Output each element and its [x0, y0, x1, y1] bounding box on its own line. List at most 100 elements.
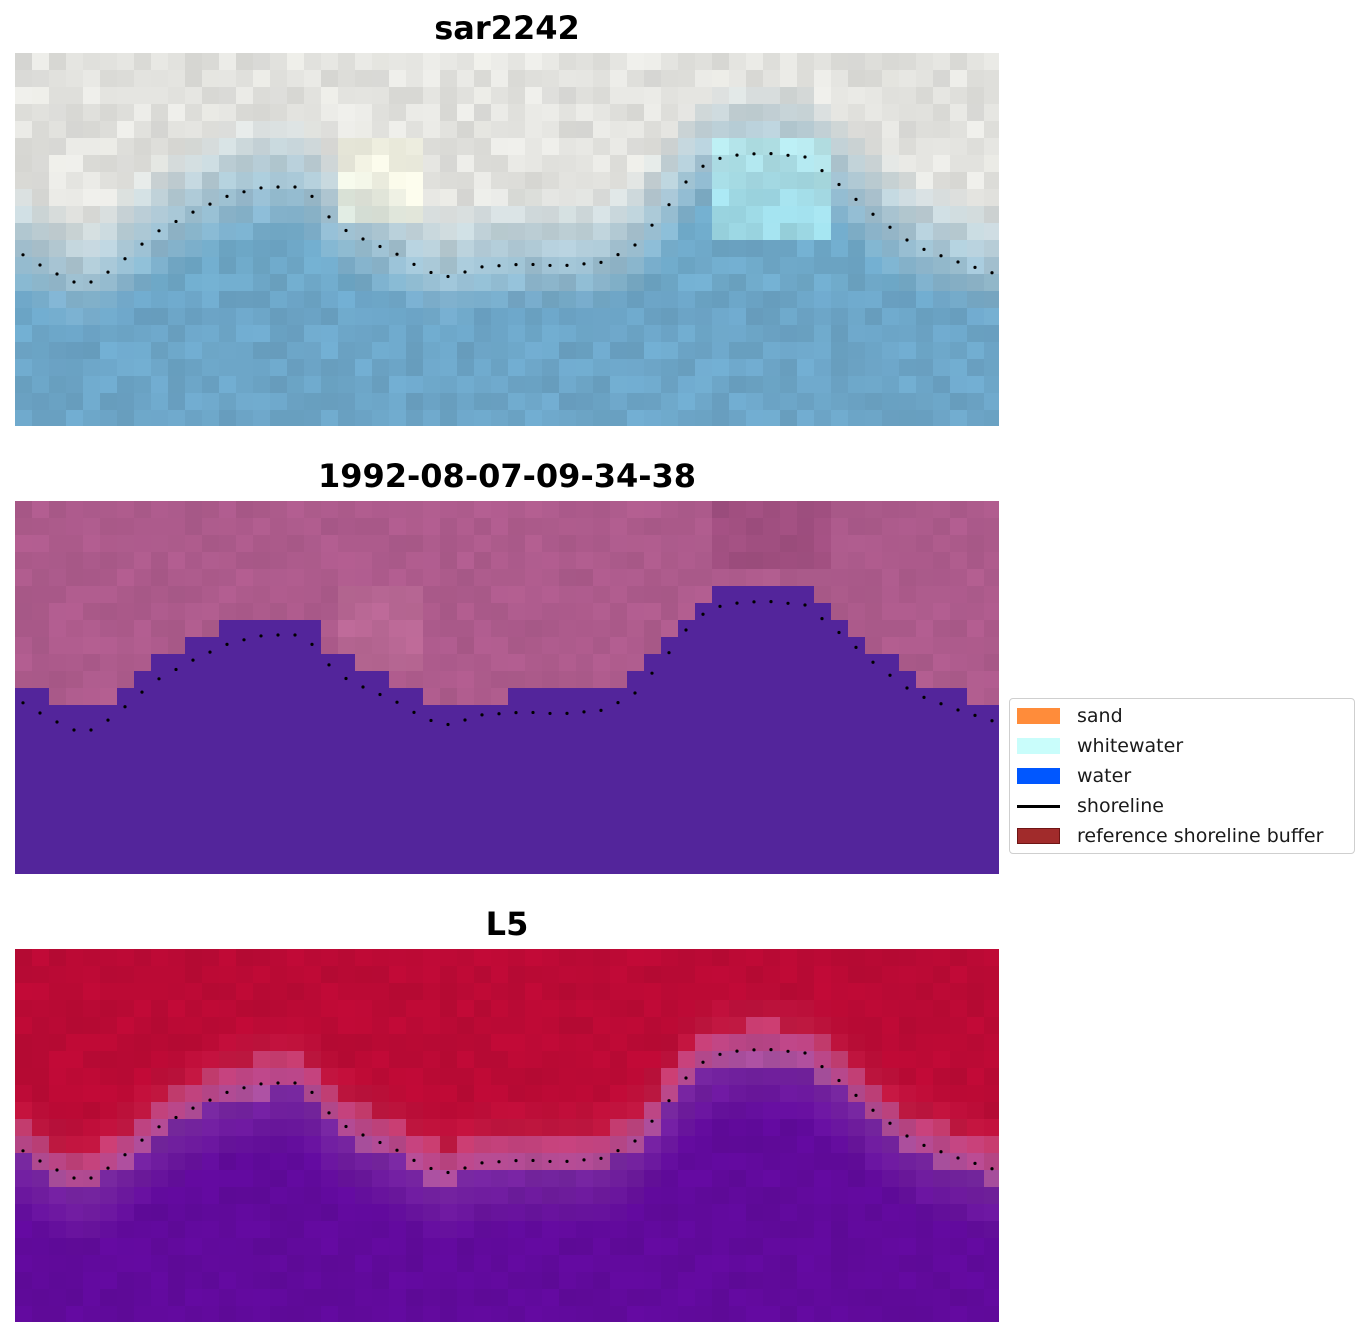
pixel-cell: [559, 518, 577, 536]
pixel-cell: [644, 257, 662, 275]
pixel-cell: [202, 342, 220, 360]
pixel-cell: [712, 155, 730, 173]
pixel-cell: [423, 274, 441, 292]
pixel-cell: [882, 70, 900, 88]
pixel-cell: [525, 569, 543, 587]
pixel-cell: [814, 535, 832, 553]
pixel-cell: [695, 603, 713, 621]
pixel-cell: [304, 70, 322, 88]
pixel-cell: [695, 223, 713, 241]
pixel-cell: [576, 807, 594, 825]
pixel-cell: [797, 518, 815, 536]
pixel-cell: [474, 1136, 492, 1154]
pixel-cell: [916, 104, 934, 122]
pixel-cell: [916, 569, 934, 587]
pixel-cell: [202, 807, 220, 825]
pixel-cell: [831, 325, 849, 343]
pixel-cell: [593, 53, 611, 71]
pixel-cell: [576, 104, 594, 122]
pixel-cell: [423, 773, 441, 791]
pixel-cell: [253, 1068, 271, 1086]
pixel-cell: [882, 824, 900, 842]
pixel-cell: [780, 172, 798, 190]
pixel-cell: [457, 325, 475, 343]
pixel-cell: [661, 87, 679, 105]
pixel-cell: [151, 240, 169, 258]
shoreline-dot: [259, 634, 263, 638]
pixel-cell: [440, 1221, 458, 1239]
pixel-cell: [117, 1255, 135, 1273]
pixel-cell: [202, 603, 220, 621]
pixel-cell: [627, 688, 645, 706]
pixel-cell: [474, 722, 492, 740]
pixel-cell: [474, 1187, 492, 1205]
pixel-cell: [389, 501, 407, 519]
shoreline-dot: [361, 237, 365, 241]
pixel-cell: [457, 535, 475, 553]
pixel-cell: [899, 773, 917, 791]
pixel-cell: [457, 1102, 475, 1120]
pixel-cell: [168, 518, 186, 536]
pixel-cell: [66, 966, 84, 984]
pixel-cell: [355, 1153, 373, 1171]
pixel-cell: [712, 87, 730, 105]
pixel-cell: [355, 172, 373, 190]
pixel-cell: [49, 1255, 67, 1273]
pixel-cell: [457, 1272, 475, 1290]
pixel-cell: [423, 1289, 441, 1307]
pixel-cell: [814, 739, 832, 757]
pixel-cell: [559, 274, 577, 292]
pixel-cell: [168, 671, 186, 689]
pixel-cell: [202, 70, 220, 88]
pixel-cell: [984, 206, 999, 224]
pixel-cell: [236, 671, 254, 689]
pixel-cell: [508, 688, 526, 706]
pixel-cell: [899, 552, 917, 570]
pixel-cell: [644, 291, 662, 309]
pixel-cell: [661, 223, 679, 241]
pixel-cell: [950, 620, 968, 638]
shoreline-dot: [378, 692, 382, 697]
pixel-cell: [542, 688, 560, 706]
pixel-cell: [15, 1170, 33, 1188]
pixel-cell: [865, 705, 883, 723]
pixel-cell: [355, 1051, 373, 1069]
pixel-cell: [372, 155, 390, 173]
pixel-cell: [83, 637, 101, 655]
pixel-cell: [100, 1255, 118, 1273]
pixel-cell: [270, 1000, 288, 1018]
pixel-cell: [491, 410, 509, 426]
pixel-cell: [967, 501, 985, 519]
pixel-cell: [236, 291, 254, 309]
pixel-cell: [729, 705, 747, 723]
pixel-cell: [542, 1170, 560, 1188]
pixel-cell: [865, 1238, 883, 1256]
pixel-cell: [644, 1068, 662, 1086]
pixel-cell: [508, 1272, 526, 1290]
pixel-cell: [780, 688, 798, 706]
pixel-cell: [916, 1187, 934, 1205]
pixel-cell: [746, 1187, 764, 1205]
shoreline-dot: [973, 265, 977, 269]
pixel-cell: [15, 172, 33, 190]
pixel-cell: [287, 274, 305, 292]
pixel-cell: [406, 654, 424, 672]
pixel-cell: [236, 586, 254, 604]
shoreline-dot: [616, 701, 620, 705]
pixel-cell: [848, 586, 866, 604]
pixel-cell: [593, 359, 611, 377]
pixel-cell: [678, 206, 696, 224]
pixel-cell: [457, 172, 475, 190]
pixel-cell: [525, 1068, 543, 1086]
pixel-cell: [508, 1238, 526, 1256]
pixel-cell: [661, 949, 679, 967]
pixel-cell: [15, 535, 33, 553]
pixel-cell: [729, 654, 747, 672]
pixel-cell: [882, 688, 900, 706]
pixel-cell: [508, 535, 526, 553]
pixel-cell: [423, 70, 441, 88]
pixel-cell: [32, 1068, 50, 1086]
pixel-cell: [831, 535, 849, 553]
pixel-cell: [712, 773, 730, 791]
shoreline-dot: [344, 228, 348, 233]
